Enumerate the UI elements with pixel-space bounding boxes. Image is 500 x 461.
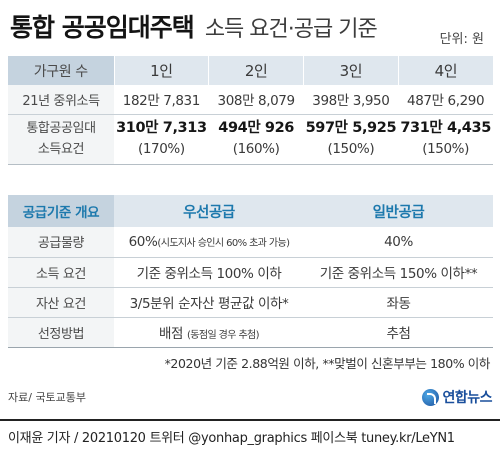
requirement-percent: (160%) <box>232 141 280 157</box>
supply-table: 공급기준 개요 우선공급 일반공급 공급물량 60%(시도지사 승인시 60% … <box>8 195 493 348</box>
row-label: 공급물량 <box>8 227 114 258</box>
table-row: 통합공공임대 소득요건 310만 7,313 (170%) 494만 926 (… <box>8 114 493 165</box>
priority-cell: 배점 (동점일 경우 추첨) <box>114 317 304 348</box>
general-cell: 좌동 <box>304 287 493 318</box>
column-header-4: 4인 <box>398 56 493 85</box>
column-header-1: 1인 <box>114 56 210 85</box>
infographic-title: 통합 공공임대주택 소득 요건·공급 기준 <box>10 8 378 46</box>
priority-supply-header: 우선공급 <box>114 195 304 227</box>
table-row: 자산 요건 3/5분위 순자산 평균값 이하* 좌동 <box>8 287 493 318</box>
general-cell: 추첨 <box>304 317 493 348</box>
income-requirement-4: 731만 4,435 (150%) <box>398 114 493 165</box>
supply-criteria-header: 공급기준 개요 <box>8 195 114 227</box>
table-row: 소득 요건 기준 중위소득 100% 이하 기준 중위소득 150% 이하** <box>8 257 493 288</box>
requirement-percent: (150%) <box>327 141 375 157</box>
priority-value: 배점 <box>159 326 184 342</box>
general-supply-header: 일반공급 <box>304 195 493 227</box>
household-size-header: 가구원 수 <box>8 56 115 85</box>
column-header-3: 3인 <box>303 56 399 85</box>
priority-cell: 3/5분위 순자산 평균값 이하* <box>114 287 304 318</box>
income-requirement-2: 494만 926 (160%) <box>208 114 304 165</box>
priority-note: (시도지사 승인시 60% 초과 가능) <box>157 237 290 249</box>
requirement-value: 494만 926 <box>218 120 294 136</box>
yonhap-logo-icon <box>422 388 440 406</box>
median-income-3: 398만 3,950 <box>303 85 399 115</box>
row-label: 자산 요건 <box>8 287 114 318</box>
income-header-row: 가구원 수 1인 2인 3인 4인 <box>8 56 493 85</box>
footnote: *2020년 기준 2.88억원 이하, **맞벌이 신혼부부는 180% 이하 <box>164 356 491 371</box>
median-income-1: 182만 7,831 <box>114 85 209 115</box>
income-requirement-label: 통합공공임대 소득요건 <box>8 114 114 165</box>
yonhap-logo: 연합뉴스 <box>422 387 492 407</box>
table-row: 21년 중위소득 182만 7,831 308만 8,079 398만 3,95… <box>8 85 493 115</box>
title-main: 통합 공공임대주택 <box>10 13 195 42</box>
supply-header-row: 공급기준 개요 우선공급 일반공급 <box>8 195 493 227</box>
median-income-label: 21년 중위소득 <box>8 85 114 115</box>
credit-bar: 이재윤 기자 / 20210120 트위터 @yonhap_graphics 페… <box>0 419 500 461</box>
requirement-value: 310만 7,313 <box>116 120 207 136</box>
income-requirement-1: 310만 7,313 (170%) <box>114 114 209 165</box>
logo-text: 연합뉴스 <box>442 390 492 406</box>
general-cell: 40% <box>304 227 493 258</box>
table-row: 공급물량 60%(시도지사 승인시 60% 초과 가능) 40% <box>8 227 493 258</box>
priority-cell: 기준 중위소득 100% 이하 <box>114 257 304 288</box>
priority-value: 60% <box>128 233 158 250</box>
median-income-2: 308만 8,079 <box>208 85 304 115</box>
source-label: 자료/ 국토교통부 <box>8 391 87 404</box>
priority-cell: 60%(시도지사 승인시 60% 초과 가능) <box>114 227 304 258</box>
label-line: 소득요건 <box>37 142 85 157</box>
general-cell: 기준 중위소득 150% 이하** <box>304 257 493 288</box>
income-requirement-3: 597만 5,925 (150%) <box>303 114 399 165</box>
requirement-percent: (170%) <box>138 141 185 157</box>
requirement-percent: (150%) <box>422 141 469 157</box>
unit-label: 단위: 원 <box>439 32 484 47</box>
credit-line: 이재윤 기자 / 20210120 트위터 @yonhap_graphics 페… <box>8 431 455 446</box>
table-row: 선정방법 배점 (동점일 경우 추첨) 추첨 <box>8 317 493 348</box>
requirement-value: 597만 5,925 <box>305 120 397 136</box>
requirement-value: 731만 4,435 <box>400 120 491 136</box>
row-label: 소득 요건 <box>8 257 114 288</box>
income-table: 가구원 수 1인 2인 3인 4인 21년 중위소득 182만 7,831 30… <box>8 56 493 165</box>
column-header-2: 2인 <box>208 56 304 85</box>
label-line: 통합공공임대 <box>26 121 96 136</box>
row-label: 선정방법 <box>8 317 114 348</box>
median-income-4: 487만 6,290 <box>398 85 493 115</box>
priority-note: (동점일 경우 추첨) <box>186 330 260 341</box>
title-sub: 소득 요건·공급 기준 <box>204 17 378 42</box>
